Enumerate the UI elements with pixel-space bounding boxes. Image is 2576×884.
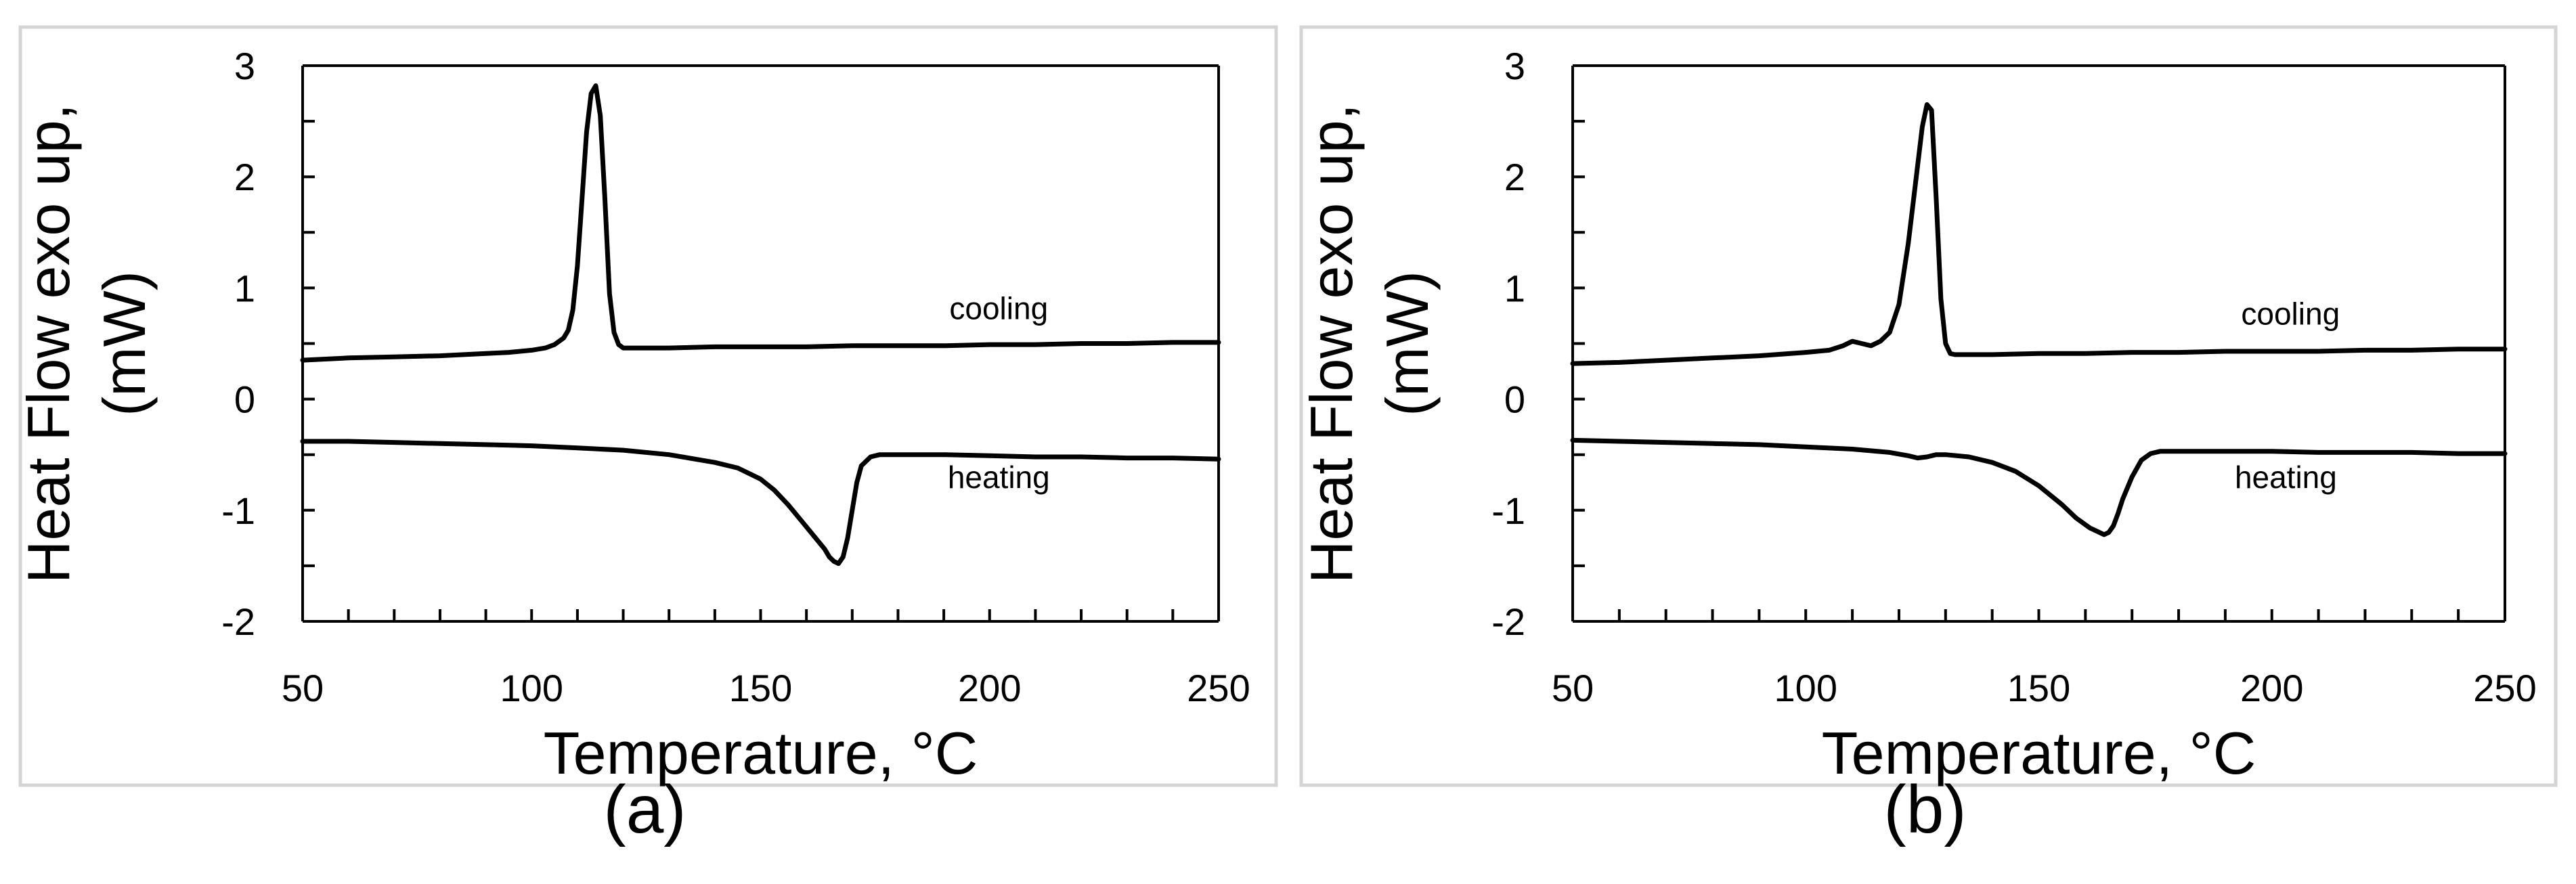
y-tick-label: -2 bbox=[221, 600, 255, 643]
y-tick-label: 3 bbox=[1504, 45, 1525, 87]
y-tick-label: -1 bbox=[1491, 489, 1525, 532]
x-tick-label: 150 bbox=[2007, 667, 2070, 709]
y-tick-label: 2 bbox=[234, 156, 255, 198]
chart-panel-b: 50 100 150 200 250 -2 -1 0 1 2 3 Temperature, °C Hea… bbox=[1298, 25, 2558, 847]
y-tick-label: 1 bbox=[1504, 267, 1525, 309]
panel-label: (a) bbox=[603, 772, 686, 847]
series-line-cooling bbox=[1570, 102, 2508, 366]
series-annotation-heating: heating bbox=[948, 460, 1050, 495]
x-tick-label: 50 bbox=[1552, 667, 1594, 709]
series-line-heating bbox=[300, 439, 1221, 567]
y-tick-label: -1 bbox=[221, 489, 255, 532]
x-tick-label: 250 bbox=[2473, 667, 2536, 709]
x-tick-label: 200 bbox=[2240, 667, 2303, 709]
x-tick-label: 250 bbox=[1187, 667, 1250, 709]
x-tick-label: 200 bbox=[958, 667, 1021, 709]
y-axis-title-line: Heat Flow exo up, bbox=[15, 104, 82, 583]
x-tick-label: 100 bbox=[500, 667, 563, 709]
y-tick-label: 3 bbox=[234, 45, 255, 87]
y-tick-label: 0 bbox=[1504, 378, 1525, 421]
y-tick-label: -2 bbox=[1491, 600, 1525, 643]
chart-frame bbox=[18, 25, 1278, 787]
x-axis-title: Temperature, °C bbox=[544, 720, 978, 787]
y-tick-label: 0 bbox=[234, 378, 255, 421]
y-tick-label: 1 bbox=[234, 267, 255, 309]
series-line-cooling bbox=[300, 83, 1221, 363]
x-tick-label: 50 bbox=[282, 667, 324, 709]
x-axis-title: Temperature, °C bbox=[1822, 720, 2256, 787]
x-tick-label: 150 bbox=[729, 667, 792, 709]
series-annotation-heating: heating bbox=[2235, 460, 2337, 495]
y-axis-title-line: Heat Flow exo up, bbox=[1298, 104, 1365, 583]
series-line-heating bbox=[1570, 437, 2508, 537]
panel-label: (b) bbox=[1883, 772, 1966, 847]
y-axis-title-line: (mW) bbox=[1374, 271, 1441, 416]
series-annotation-cooling: cooling bbox=[949, 290, 1048, 326]
y-tick-label: 2 bbox=[1504, 156, 1525, 198]
chart-frame bbox=[1299, 25, 2558, 787]
x-tick-label: 100 bbox=[1774, 667, 1837, 709]
series-annotation-cooling: cooling bbox=[2241, 296, 2340, 332]
y-axis-title-line: (mW) bbox=[91, 271, 158, 416]
chart-panel-a: 50 100 150 200 250 -2 -1 0 1 2 3 Temperature, °C Hea… bbox=[15, 25, 1278, 847]
